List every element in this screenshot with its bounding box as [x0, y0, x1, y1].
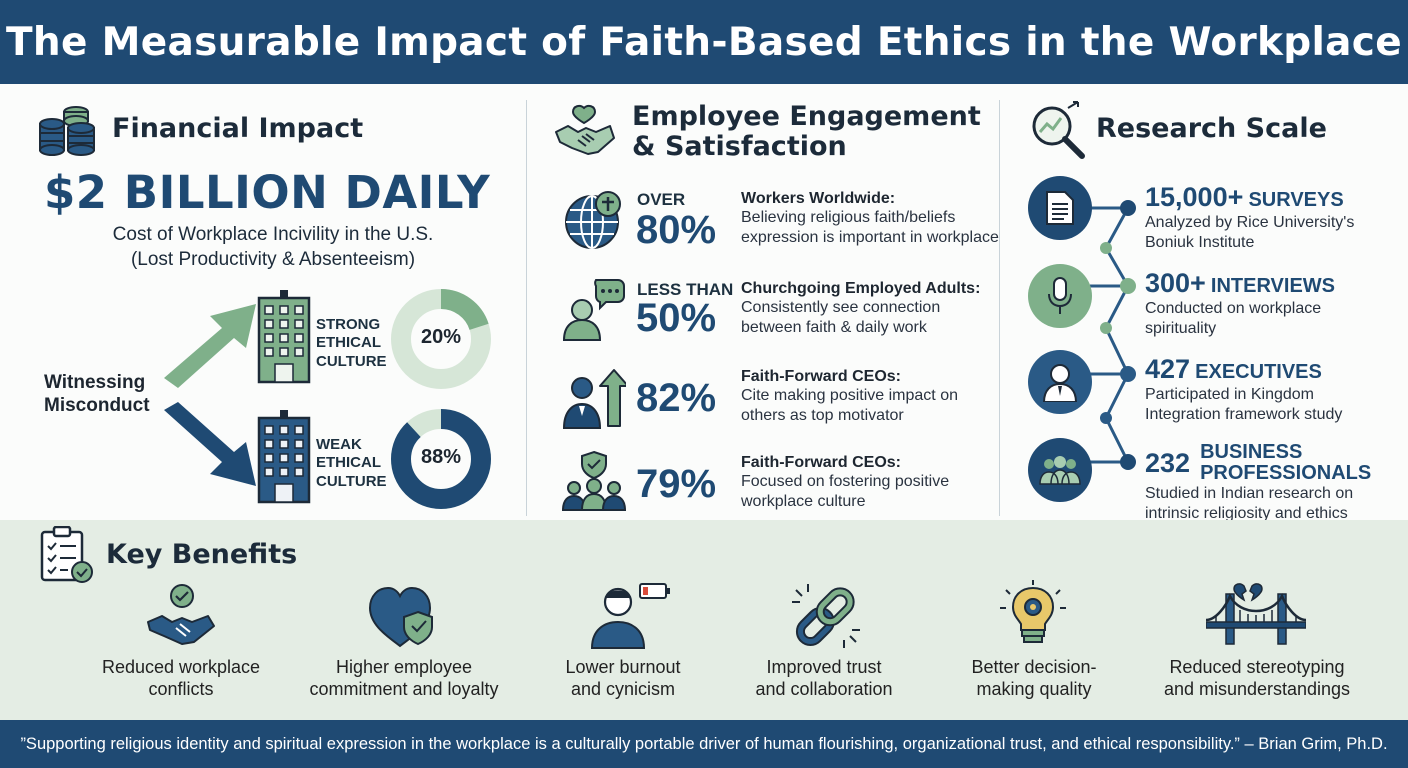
person-battery-icon [590, 580, 672, 654]
group-icon [1028, 438, 1092, 502]
checklist-icon [40, 525, 94, 588]
benefits-tab-shape [0, 514, 360, 538]
microphone-icon [1028, 264, 1092, 328]
building-weak-icon [256, 410, 312, 508]
globe-cross-icon [562, 188, 626, 256]
footer-quote: ”Supporting religious identity and spiri… [20, 734, 1388, 753]
research-item: 15,000+ SURVEYS Analyzed by Rice Univers… [1145, 182, 1355, 251]
building-strong-icon [256, 290, 312, 388]
research-connector [1060, 178, 1160, 502]
stat-pct: 50% [636, 296, 717, 340]
benefit-label: Higher employee commitment and loyalty [309, 657, 499, 699]
stat-pct: 80% [636, 208, 717, 252]
benefit-label: Improved trust and collaboration [755, 657, 893, 699]
stat-pct: 82% [636, 376, 717, 420]
stat-text: Faith-Forward CEOs: Focused on fostering… [741, 454, 950, 510]
benefits-panel [0, 520, 1408, 720]
strong-culture-label: STRONG ETHICAL CULTURE [316, 316, 387, 370]
chain-link-icon [790, 582, 862, 654]
strong-culture-pct: 20% [420, 326, 462, 348]
stat-pct: 79% [636, 462, 717, 506]
research-item: 427 EXECUTIVES Participated in Kingdom I… [1145, 354, 1343, 423]
up-arrow-icon [160, 298, 260, 394]
stat-lead: OVER [637, 190, 686, 209]
lightbulb-gear-icon [1000, 580, 1066, 654]
weak-culture-pct: 88% [420, 446, 462, 468]
down-arrow-icon [160, 400, 260, 496]
financial-headline: $2 BILLION DAILY [44, 166, 491, 219]
financial-subline: Cost of Workplace Incivility in the U.S.… [112, 224, 434, 271]
strong-culture-donut: 20% [390, 288, 492, 390]
heart-shield-icon [366, 584, 438, 654]
leader-arrow-icon [562, 366, 629, 434]
column-divider [526, 100, 527, 516]
benefit-label: Lower burnout and cynicism [565, 657, 681, 699]
handshake-heart-icon [552, 104, 616, 164]
research-title: Research Scale [1096, 113, 1327, 144]
weak-culture-donut: 88% [390, 408, 492, 510]
footer-quote-bar: ”Supporting religious identity and spiri… [0, 720, 1408, 768]
benefit-label: Reduced workplace conflicts [101, 657, 261, 699]
handshake-check-icon [146, 584, 218, 652]
stat-text: Churchgoing Employed Adults: Consistentl… [741, 280, 981, 336]
witnessing-misconduct-label: Witnessing Misconduct [44, 372, 150, 416]
column-divider [999, 100, 1000, 516]
research-item: 300+ INTERVIEWS Conducted on workplace s… [1145, 268, 1336, 337]
weak-culture-label: WEAK ETHICAL CULTURE [316, 436, 387, 490]
team-shield-icon [561, 450, 627, 518]
stat-text: Workers Worldwide: Believing religious f… [741, 190, 999, 246]
magnifier-chart-icon [1028, 100, 1090, 164]
executive-icon [1028, 350, 1092, 414]
stat-lead: LESS THAN [637, 280, 734, 299]
document-icon [1028, 176, 1092, 240]
engagement-title: Employee Engagement & Satisfaction [632, 101, 981, 162]
stat-text: Faith-Forward CEOs: Cite making positive… [741, 368, 958, 424]
benefit-label: Better decision-making quality [971, 657, 1097, 699]
header-banner: The Measurable Impact of Faith-Based Eth… [0, 0, 1408, 84]
financial-title: Financial Impact [112, 113, 364, 144]
bridge-icon [1205, 580, 1307, 652]
benefits-title: Key Benefits [106, 539, 298, 570]
page-title: The Measurable Impact of Faith-Based Eth… [6, 19, 1402, 65]
person-speech-icon [562, 278, 626, 346]
coins-icon [38, 104, 98, 160]
benefit-label: Reduced stereotyping and misunderstanding… [1163, 657, 1351, 699]
research-item: 232 BUSINESS PROFESSIONALS Studied in In… [1145, 441, 1372, 522]
